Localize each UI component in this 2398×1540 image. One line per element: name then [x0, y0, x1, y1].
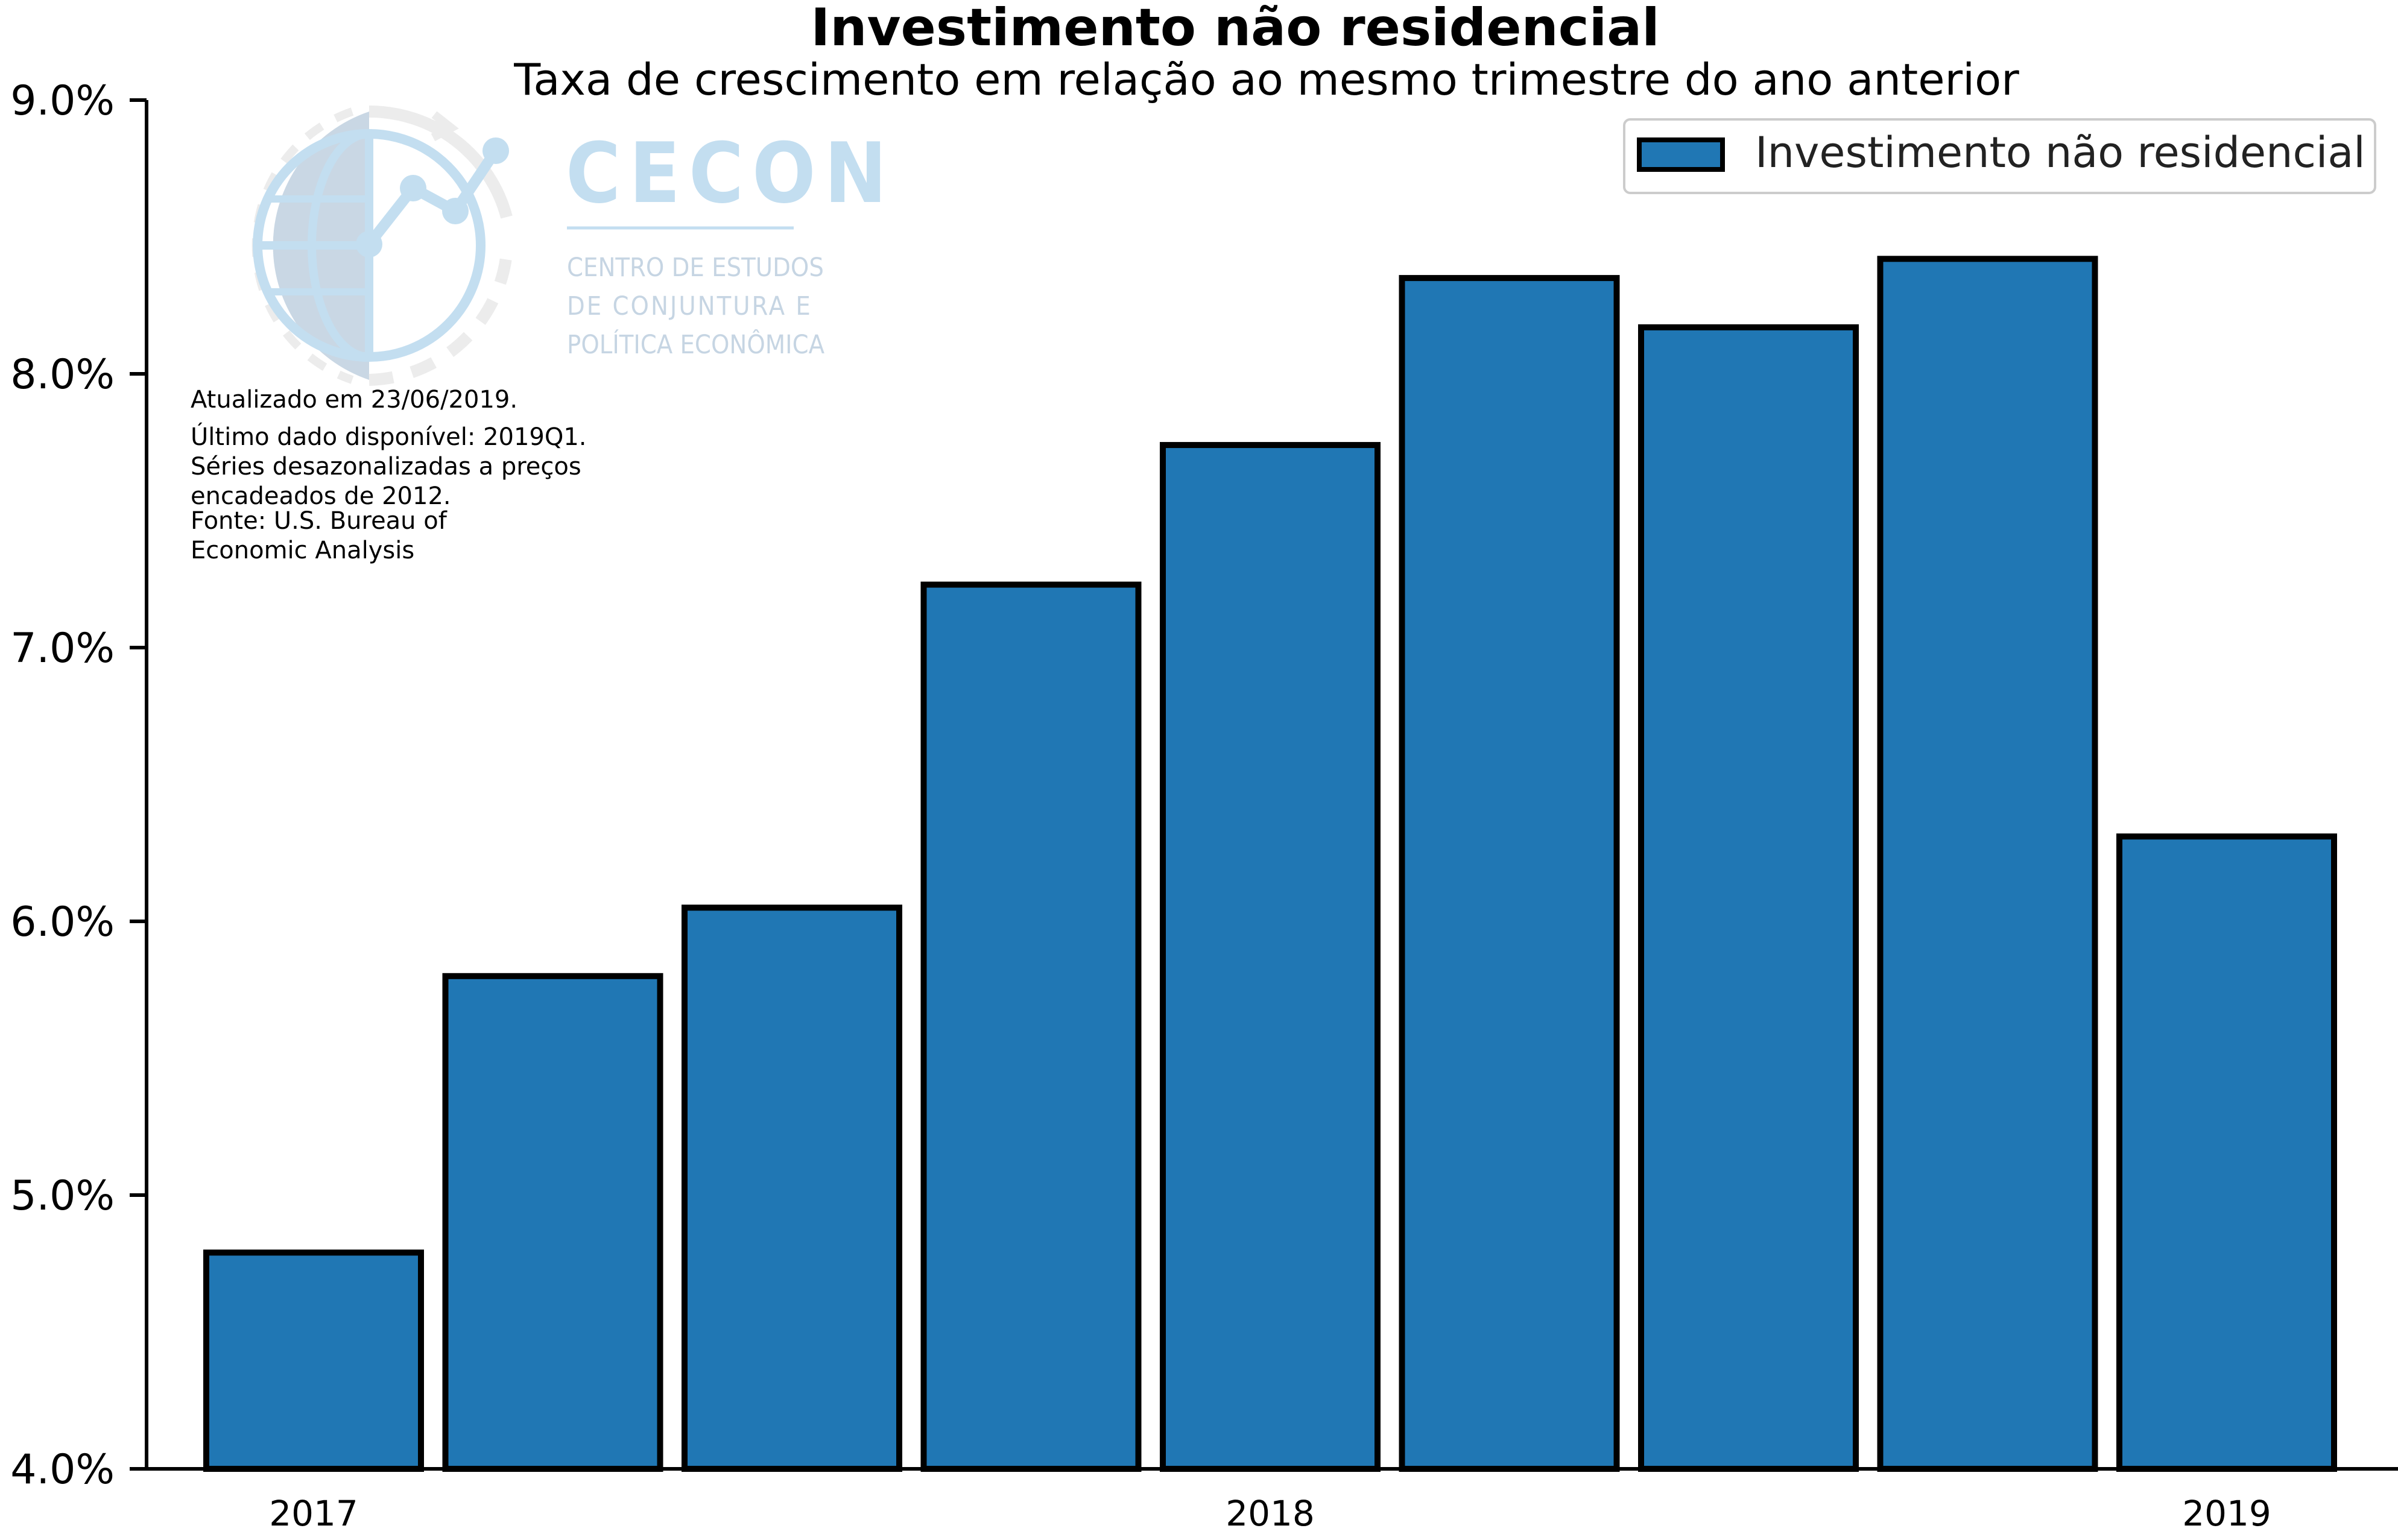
bar-2018q3: [1638, 324, 1859, 1472]
cecon-tagline-line-2: DE CONJUNTURA E: [567, 291, 812, 321]
y-tick-label: 8.0%: [10, 351, 115, 399]
cecon-logo-watermark: CECON CENTRO DE ESTUDOS DE CONJUNTURA E …: [252, 105, 895, 386]
bar-2017q1: [203, 1249, 424, 1472]
bar-2017q4: [920, 581, 1142, 1472]
note-line-4: encadeados de 2012.: [191, 482, 451, 510]
y-tick-label: 6.0%: [10, 898, 115, 946]
x-tick-label: 2017: [269, 1493, 358, 1534]
y-ticks-group: 4.0% 5.0% 6.0% 7.0% 8.0% 9.0%: [10, 77, 147, 1494]
chart-subtitle: Taxa de crescimento em relação ao mesmo …: [513, 54, 2019, 105]
note-line-5: Fonte: U.S. Bureau of: [191, 507, 448, 535]
note-line-1: Atualizado em 23/06/2019.: [191, 386, 517, 414]
bar-2017q2: [442, 973, 663, 1472]
cecon-tagline-line-1: CENTRO DE ESTUDOS: [567, 253, 824, 283]
bar-2018q1: [1160, 442, 1381, 1472]
note-line-2: Último dado disponível: 2019Q1.: [191, 422, 587, 451]
y-tick-label: 9.0%: [10, 77, 115, 125]
cecon-brand-text: CECON: [566, 125, 895, 222]
x-ticks-group: 2017 2018 2019: [269, 1493, 2271, 1534]
globe-icon: [252, 105, 513, 386]
note-line-3: Séries desazonalizadas a preços: [191, 453, 581, 481]
legend-swatch: [1637, 137, 1725, 172]
x-tick-label: 2019: [2182, 1493, 2271, 1534]
x-tick-label: 2018: [1226, 1493, 1315, 1534]
y-tick-label: 4.0%: [10, 1446, 115, 1494]
chart-notes: Atualizado em 23/06/2019. Último dado di…: [191, 386, 587, 564]
bar-2018q4: [1877, 256, 2098, 1472]
bar-2019q1: [2116, 833, 2337, 1472]
trend-line-icon: [356, 137, 509, 257]
y-tick-label: 5.0%: [10, 1172, 115, 1220]
legend-label: Investimento não residencial: [1755, 128, 2365, 177]
note-line-6: Economic Analysis: [191, 537, 414, 564]
chart-title: Investimento não residencial: [811, 0, 1659, 58]
bars-group: [203, 256, 2337, 1472]
cecon-tagline-line-3: POLÍTICA ECONÔMICA: [567, 329, 825, 360]
legend: Investimento não residencial: [1623, 118, 2376, 194]
bar-2017q3: [682, 904, 902, 1472]
y-tick-label: 7.0%: [10, 625, 115, 672]
legend-box: [1623, 118, 2376, 194]
bar-2018q2: [1399, 275, 1620, 1472]
